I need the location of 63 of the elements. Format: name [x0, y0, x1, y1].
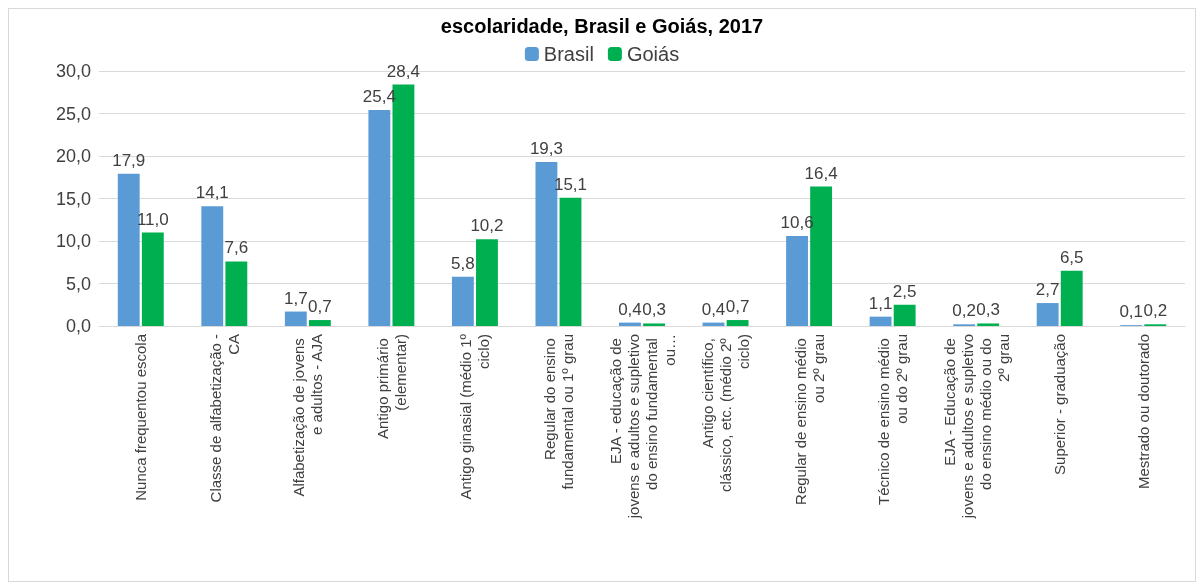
- data-label: 28,4: [386, 61, 420, 81]
- data-label: 0,2: [1143, 301, 1168, 321]
- data-label: 2,7: [1035, 280, 1060, 300]
- x-tick-label: Antigo científico, clássico, etc. (médio 2º ciclo): [699, 334, 753, 493]
- data-label: 0,4: [618, 299, 642, 319]
- y-tick-label: 0,0: [65, 316, 91, 336]
- x-tick-label: Regular do ensino fundamental ou 1º grau: [540, 334, 576, 490]
- y-tick-label: 25,0: [55, 103, 91, 124]
- data-label: 1,7: [283, 288, 308, 308]
- data-label: 0,4: [701, 299, 726, 319]
- y-tick-label: 30,0: [55, 61, 91, 81]
- x-tick-label: Antigo ginasial (médio 1º ciclo): [457, 333, 493, 500]
- y-tick-label: 20,0: [55, 146, 91, 166]
- data-label: 10,2: [470, 216, 504, 236]
- bar: [786, 235, 808, 326]
- x-tick-label: Mestrado ou doutorado: [1134, 334, 1152, 490]
- bar: [559, 197, 582, 326]
- data-label: 16,4: [804, 163, 838, 183]
- bar: [869, 316, 892, 326]
- x-tick-label: Regular de ensino médio ou 2º grau: [791, 334, 827, 505]
- data-label: 0,3: [642, 300, 666, 320]
- data-label: 17,9: [112, 150, 146, 170]
- x-tick-label: Alfabetização de jovens e adultos - AJA: [290, 334, 326, 497]
- bar: [643, 323, 665, 326]
- x-tick-label: EJA - educação de jovens e adultos e supletivo do ensino fundamental ou…: [606, 334, 678, 520]
- legend-label: Goiás: [626, 43, 680, 65]
- data-label: 0,2: [952, 301, 976, 321]
- bar: [284, 311, 307, 326]
- x-tick-label: Nunca frequentou escola: [132, 333, 150, 501]
- data-label: 0,7: [725, 297, 750, 317]
- data-label: 0,3: [976, 300, 1001, 320]
- bar: [117, 173, 140, 326]
- x-tick-label: Superior - graduação: [1051, 334, 1069, 475]
- y-tick-label: 10,0: [55, 231, 91, 251]
- data-label: 19,3: [529, 138, 563, 158]
- data-label: 7,6: [224, 238, 249, 258]
- bar: [451, 276, 474, 326]
- bar: [368, 110, 391, 326]
- data-label: 0,7: [308, 297, 332, 317]
- y-tick-label: 15,0: [55, 188, 91, 209]
- bar: [141, 232, 164, 326]
- bar: [977, 323, 1000, 326]
- x-tick-label: Técnico de ensino médio ou do 2º grau: [875, 334, 911, 505]
- bar: [726, 320, 749, 326]
- bar: [476, 239, 498, 326]
- bar: [1060, 270, 1083, 326]
- data-label: 1,1: [868, 293, 893, 313]
- data-label: 2,5: [892, 281, 917, 301]
- x-tick-label: Classe de alfabetização - CA: [206, 334, 242, 503]
- data-label: 6,5: [1059, 247, 1084, 267]
- legend-label: Brasil: [543, 43, 594, 65]
- chart-title: escolaridade, Brasil e Goiás, 2017: [440, 15, 764, 37]
- x-tick-label: EJA - Educação de jovens e adultos e supletivo do ensino médio ou do 2º grau: [940, 334, 1012, 520]
- bar: [1036, 303, 1059, 326]
- bar: [201, 206, 224, 326]
- data-label: 5,8: [451, 253, 475, 273]
- data-label: 0,1: [1119, 302, 1144, 322]
- bar: [308, 320, 331, 326]
- bar: [893, 304, 916, 326]
- x-tick-label: Antigo primário (elementar): [373, 334, 409, 440]
- bar: [225, 261, 248, 326]
- y-tick-label: 5,0: [65, 273, 91, 294]
- data-label: 14,1: [195, 183, 229, 203]
